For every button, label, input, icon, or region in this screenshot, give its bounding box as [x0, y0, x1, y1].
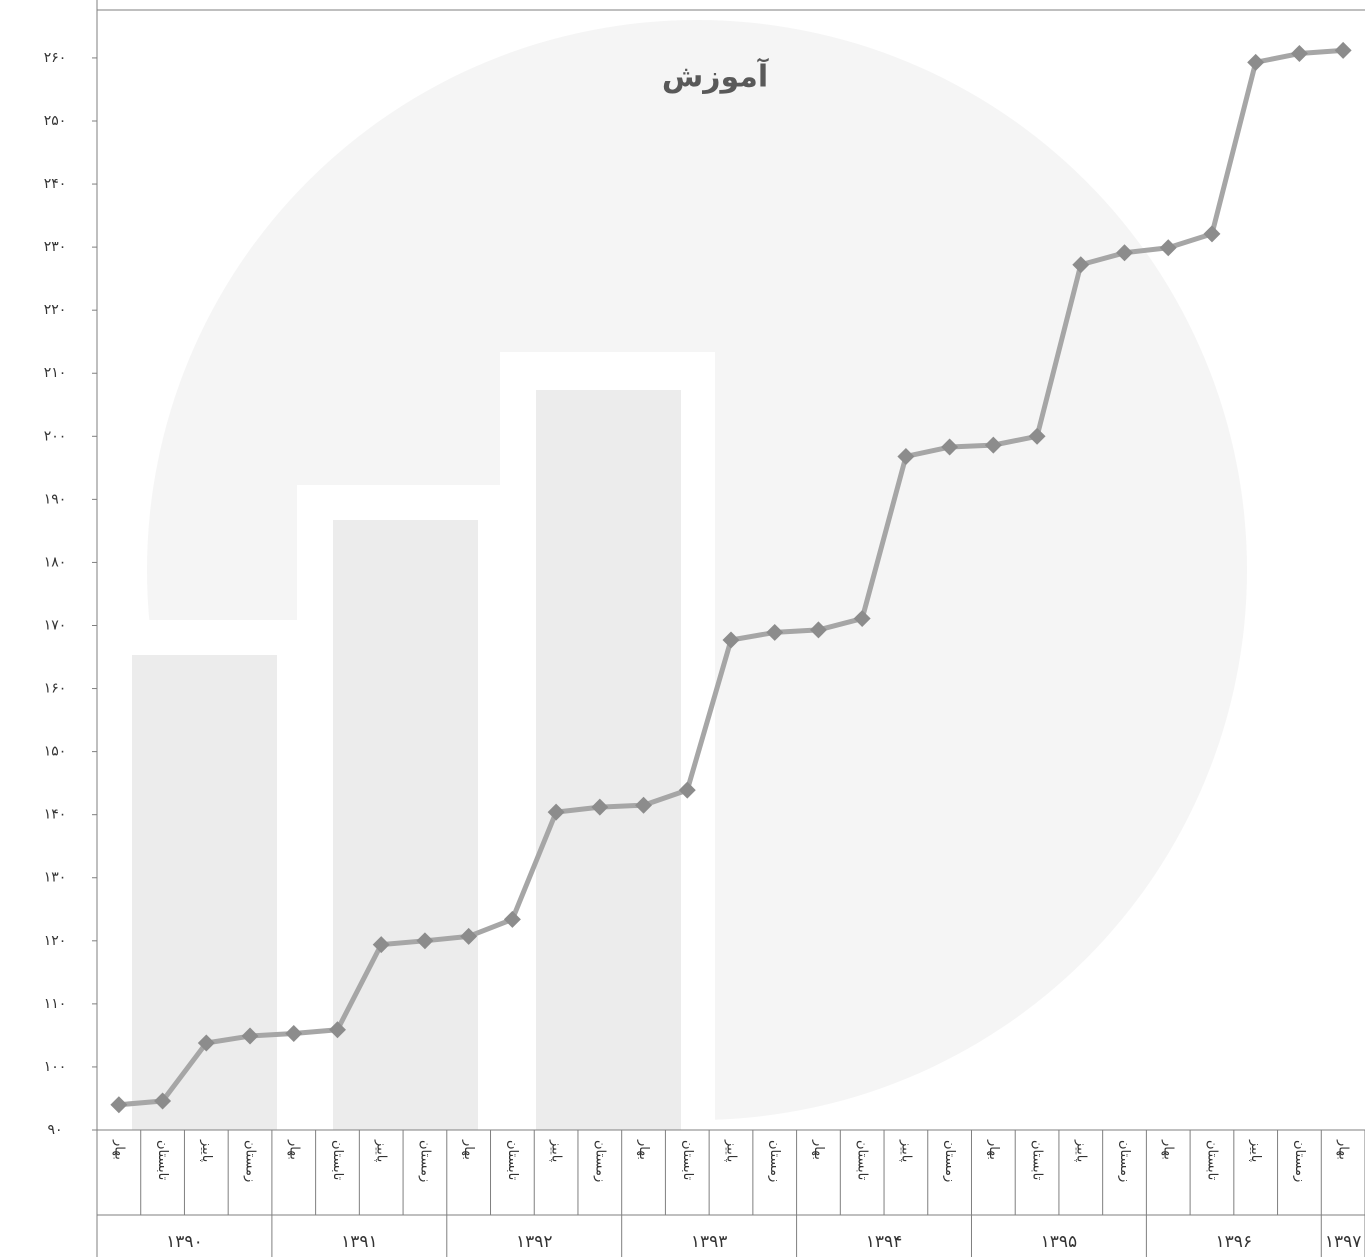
y-tick-label: ۱۹۰	[44, 491, 67, 507]
x-tick-label: بهار	[286, 1139, 301, 1160]
x-tick-label: تابستان	[680, 1140, 695, 1181]
x-tick-label: زمستان	[1117, 1140, 1132, 1182]
marker	[416, 932, 434, 950]
x-tick-label: تابستان	[330, 1140, 345, 1181]
x-tick-label: زمستان	[942, 1140, 957, 1182]
marker	[591, 798, 609, 816]
x-group-label: ۱۳۹۶	[1216, 1232, 1253, 1252]
marker	[635, 796, 653, 814]
x-tick-label: بهار	[986, 1139, 1001, 1160]
y-tick-label: ۱۷۰	[44, 617, 67, 633]
marker	[547, 803, 565, 821]
x-tick-label: زمستان	[417, 1140, 432, 1182]
watermark	[112, 20, 1247, 1130]
marker	[897, 448, 915, 465]
x-tick-label: بهار	[1336, 1139, 1351, 1160]
marker	[678, 781, 696, 799]
x-group-label: ۱۳۹۳	[691, 1232, 728, 1252]
marker	[941, 438, 959, 456]
marker	[460, 927, 478, 945]
chart-title: آموزش	[662, 58, 769, 95]
x-tick-label: پاییز	[1073, 1139, 1088, 1163]
x-tick-label: بهار	[811, 1139, 826, 1160]
marker	[1159, 239, 1177, 257]
marker	[372, 936, 390, 954]
x-group-label: ۱۳۹۴	[866, 1232, 903, 1252]
y-tick-label: ۱۲۰	[44, 933, 67, 949]
y-tick-label: ۱۶۰	[44, 681, 67, 697]
x-group-label: ۱۳۹۱	[341, 1232, 378, 1252]
x-tick-label: پاییز	[374, 1139, 389, 1163]
x-tick-label: زمستان	[592, 1140, 607, 1182]
x-tick-label: تابستان	[155, 1140, 170, 1181]
x-tick-label: پاییز	[549, 1139, 564, 1163]
x-tick-label: پاییز	[199, 1139, 214, 1163]
marker	[1203, 225, 1221, 243]
x-tick-label: پاییز	[898, 1139, 913, 1163]
x-tick-label: بهار	[636, 1139, 651, 1160]
y-tick-label: ۲۵۰	[44, 113, 67, 129]
x-tick-label: تابستان	[1204, 1140, 1219, 1181]
y-tick-label: ۲۴۰	[44, 176, 67, 192]
x-group-label: ۱۳۹۲	[516, 1232, 553, 1252]
x-group-label: ۱۳۹۰	[166, 1232, 203, 1252]
x-tick-label: زمستان	[1292, 1140, 1307, 1182]
y-tick-label: ۱۴۰	[44, 807, 67, 823]
x-tick-label: تابستان	[1030, 1140, 1045, 1181]
y-tick-label: ۹۰	[47, 1122, 62, 1138]
x-tick-label: زمستان	[243, 1140, 258, 1182]
marker	[1334, 41, 1352, 59]
x-tick-label: زمستان	[767, 1140, 782, 1182]
marker	[853, 610, 871, 628]
marker	[1290, 45, 1308, 62]
x-tick-label: پاییز	[1248, 1139, 1263, 1163]
y-tick-label: ۲۳۰	[44, 239, 67, 255]
x-group-label: ۱۳۹۷	[1325, 1232, 1362, 1252]
marker	[1247, 53, 1265, 71]
y-tick-label: ۲۱۰	[44, 365, 67, 381]
y-tick-label: ۱۰۰	[44, 1059, 67, 1075]
y-tick-label: ۲۶۰	[44, 50, 67, 66]
y-tick-label: ۱۱۰	[44, 996, 67, 1012]
x-tick-label: بهار	[111, 1139, 126, 1160]
x-tick-label: تابستان	[855, 1140, 870, 1181]
x-tick-label: تابستان	[505, 1140, 520, 1181]
x-tick-label: بهار	[1161, 1139, 1176, 1160]
x-group-label: ۱۳۹۵	[1041, 1232, 1078, 1252]
marker	[766, 623, 784, 641]
marker	[984, 436, 1002, 454]
x-tick-label: بهار	[461, 1139, 476, 1160]
y-tick-label: ۱۳۰	[44, 870, 67, 886]
y-tick-label: ۲۲۰	[44, 302, 67, 318]
y-tick-label: ۱۸۰	[44, 554, 67, 570]
y-tick-label: ۱۵۰	[44, 744, 67, 760]
x-tick-label: پاییز	[724, 1139, 739, 1163]
marker	[722, 631, 740, 649]
y-tick-label: ۲۰۰	[44, 428, 67, 444]
marker	[809, 621, 827, 639]
